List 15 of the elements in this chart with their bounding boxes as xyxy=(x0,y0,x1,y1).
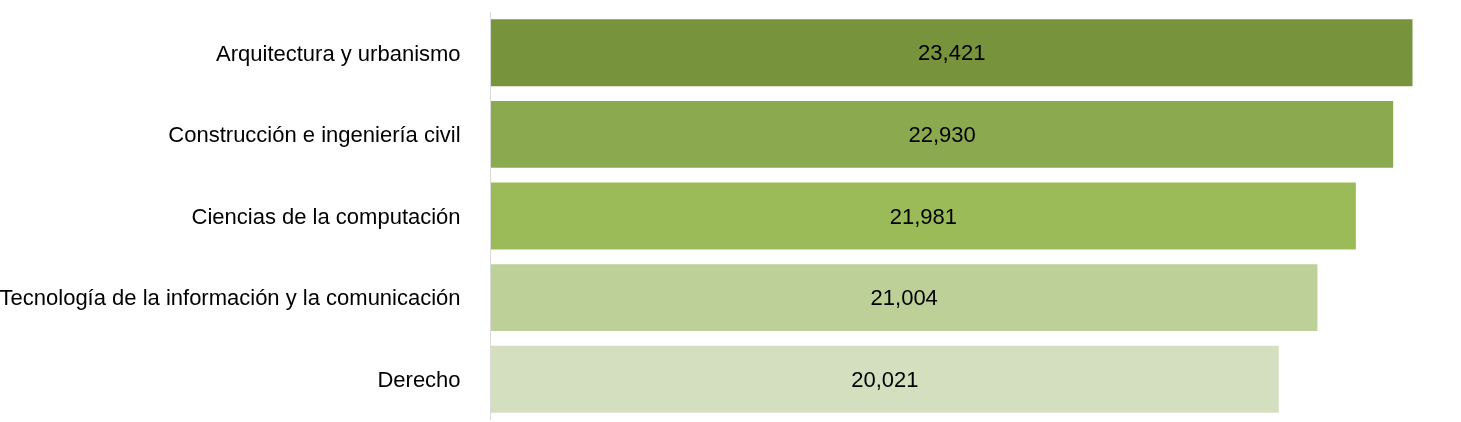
bar xyxy=(491,264,1318,332)
data-label: 23,421 xyxy=(918,40,986,66)
y-tick-label: Arquitectura y urbanismo xyxy=(216,40,461,66)
bar xyxy=(491,100,1394,168)
y-tick-label: Tecnología de la información y la comunicación xyxy=(0,285,461,311)
y-tick-label: Derecho xyxy=(377,366,461,392)
data-label: 22,930 xyxy=(908,121,976,147)
data-label: 21,004 xyxy=(870,285,938,311)
y-tick-label: Construcción e ingeniería civil xyxy=(168,122,461,148)
data-label: 21,981 xyxy=(889,203,958,229)
bar xyxy=(491,345,1279,413)
data-label: 20,021 xyxy=(851,366,919,392)
bar xyxy=(491,182,1356,250)
bar xyxy=(491,19,1413,87)
y-tick-label: Ciencias de la computación xyxy=(191,203,461,229)
